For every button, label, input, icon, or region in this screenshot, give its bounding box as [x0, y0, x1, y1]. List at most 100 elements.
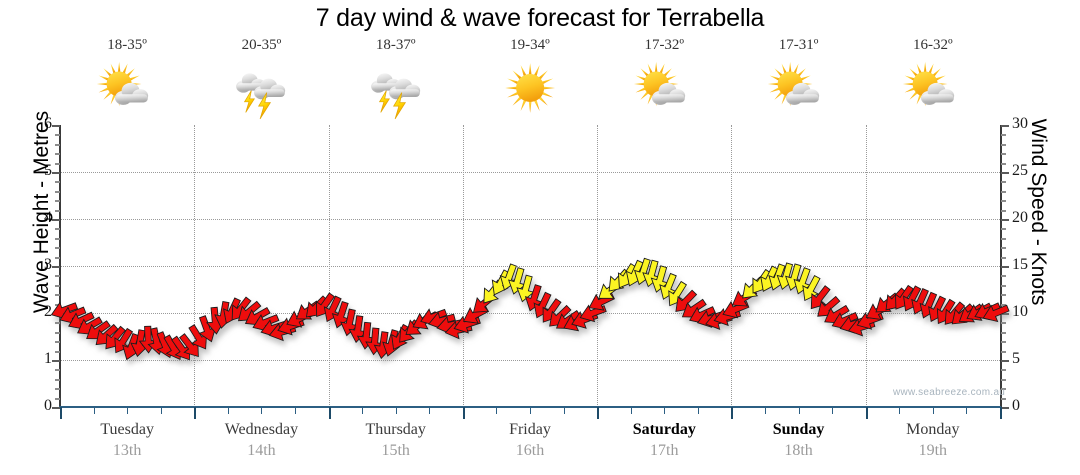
right-axis-minor-tick — [1001, 350, 1006, 353]
day-header: 17-31º — [731, 36, 865, 124]
right-axis-tick-label: 0 — [1012, 397, 1020, 414]
x-axis-day-tick — [60, 407, 62, 419]
left-axis-tick-label: 0 — [44, 397, 52, 414]
right-axis-minor-tick — [1001, 378, 1006, 381]
right-axis-minor-tick — [1001, 228, 1006, 231]
left-axis-minor-tick — [55, 397, 60, 400]
right-axis-minor-tick — [1001, 256, 1006, 259]
left-axis-tick-label: 2 — [44, 303, 52, 320]
right-axis-minor-tick — [1001, 397, 1006, 400]
right-axis-minor-tick — [1001, 200, 1006, 203]
x-axis-day-tick — [731, 407, 734, 419]
day-label: Monday 19th — [866, 420, 1000, 462]
day-name: Thursday — [365, 421, 426, 438]
left-axis-minor-tick — [55, 256, 60, 259]
x-axis-minor-tick — [160, 407, 162, 414]
left-axis-minor-tick — [55, 378, 60, 381]
day-date: 19th — [918, 442, 948, 459]
left-axis-minor-tick — [55, 228, 60, 231]
left-axis-minor-tick — [55, 322, 60, 325]
right-axis-minor-tick — [1001, 209, 1006, 212]
x-axis-minor-tick — [530, 407, 531, 414]
sun-behind-cloud-icon — [597, 54, 731, 120]
right-axis-tick — [1001, 266, 1009, 268]
left-axis-tick — [52, 360, 60, 362]
plot-area — [60, 125, 1000, 407]
right-axis-minor-tick — [1001, 162, 1006, 165]
horizontal-gridline — [60, 172, 1000, 173]
x-axis-minor-tick — [93, 407, 95, 414]
day-header-strip: 18-35º 20-35º — [60, 36, 1000, 124]
right-axis-tick — [1001, 172, 1009, 174]
horizontal-gridline — [60, 219, 1000, 220]
left-axis-minor-tick — [55, 209, 60, 212]
left-axis-tick — [52, 407, 60, 409]
right-axis-minor-tick — [1001, 303, 1006, 306]
x-axis-minor-tick — [630, 407, 632, 414]
left-axis-minor-tick — [55, 303, 60, 306]
left-axis-minor-tick — [55, 134, 60, 137]
x-axis-minor-tick — [496, 407, 498, 414]
left-axis-minor-tick — [55, 341, 60, 344]
x-axis-day-tick — [597, 407, 600, 419]
horizontal-gridline — [60, 360, 1000, 361]
x-axis-minor-tick — [127, 407, 129, 414]
thunderstorm-icon — [329, 54, 463, 120]
sun-behind-cloud-icon — [866, 54, 1000, 120]
left-axis-tick-label: 5 — [44, 162, 52, 179]
right-axis-minor-tick — [1001, 284, 1006, 287]
left-axis-line — [59, 125, 61, 408]
x-axis-minor-tick — [832, 407, 834, 414]
sun-icon — [463, 54, 597, 120]
x-axis-minor-tick — [798, 407, 800, 414]
right-axis-minor-tick — [1001, 247, 1006, 250]
x-axis-minor-tick — [227, 407, 229, 414]
right-axis-tick — [1001, 219, 1009, 221]
vertical-gridline — [194, 125, 196, 407]
day-header: 20-35º — [194, 36, 328, 124]
vertical-gridline — [731, 125, 733, 407]
watermark: www.seabreeze.com.au — [893, 387, 1006, 398]
day-header: 18-37º — [329, 36, 463, 124]
left-axis-title: Wave Height - Metres — [30, 110, 53, 314]
right-axis-minor-tick — [1001, 181, 1006, 184]
left-axis-tick-label: 3 — [44, 256, 52, 273]
x-axis-minor-tick — [932, 407, 934, 414]
right-axis-minor-tick — [1001, 331, 1006, 334]
day-date: 15th — [381, 442, 410, 459]
right-axis-tick-label: 10 — [1012, 303, 1028, 320]
right-axis-minor-tick — [1001, 153, 1006, 156]
temperature-range: 18-37º — [375, 37, 416, 53]
right-axis-minor-tick — [1001, 341, 1006, 344]
vertical-gridline — [597, 125, 599, 407]
left-axis-minor-tick — [55, 200, 60, 203]
day-date: 16th — [515, 442, 545, 459]
left-axis-tick-label: 1 — [44, 350, 52, 367]
x-axis-minor-tick — [429, 407, 431, 414]
temperature-range: 16-32º — [913, 37, 953, 53]
right-axis-tick — [1001, 360, 1009, 362]
right-axis-minor-tick — [1001, 190, 1006, 193]
day-label: Thursday 15th — [329, 420, 463, 462]
right-axis-minor-tick — [1001, 294, 1006, 297]
day-label: Saturday 17th — [597, 420, 731, 462]
day-name: Friday — [509, 421, 551, 438]
x-axis-day-tick — [865, 407, 868, 419]
vertical-gridline — [462, 125, 464, 407]
right-axis-tick — [1001, 407, 1009, 409]
left-axis-tick — [52, 172, 60, 174]
left-axis-minor-tick — [55, 350, 60, 353]
thunderstorm-icon — [194, 54, 328, 120]
right-axis-minor-tick — [1001, 143, 1006, 146]
left-axis-tick — [52, 125, 60, 127]
day-label: Tuesday 13th — [60, 420, 194, 462]
page-title: 7 day wind & wave forecast for Terrabell… — [315, 4, 765, 32]
vertical-gridline — [865, 125, 867, 407]
day-header: 17-32º — [597, 36, 731, 124]
x-axis-minor-tick — [765, 407, 766, 414]
left-axis-minor-tick — [55, 162, 60, 165]
day-date: 14th — [247, 442, 276, 459]
sun-behind-cloud-icon — [731, 54, 865, 120]
x-axis-minor-tick — [261, 407, 263, 414]
day-label: Sunday 18th — [731, 420, 865, 462]
